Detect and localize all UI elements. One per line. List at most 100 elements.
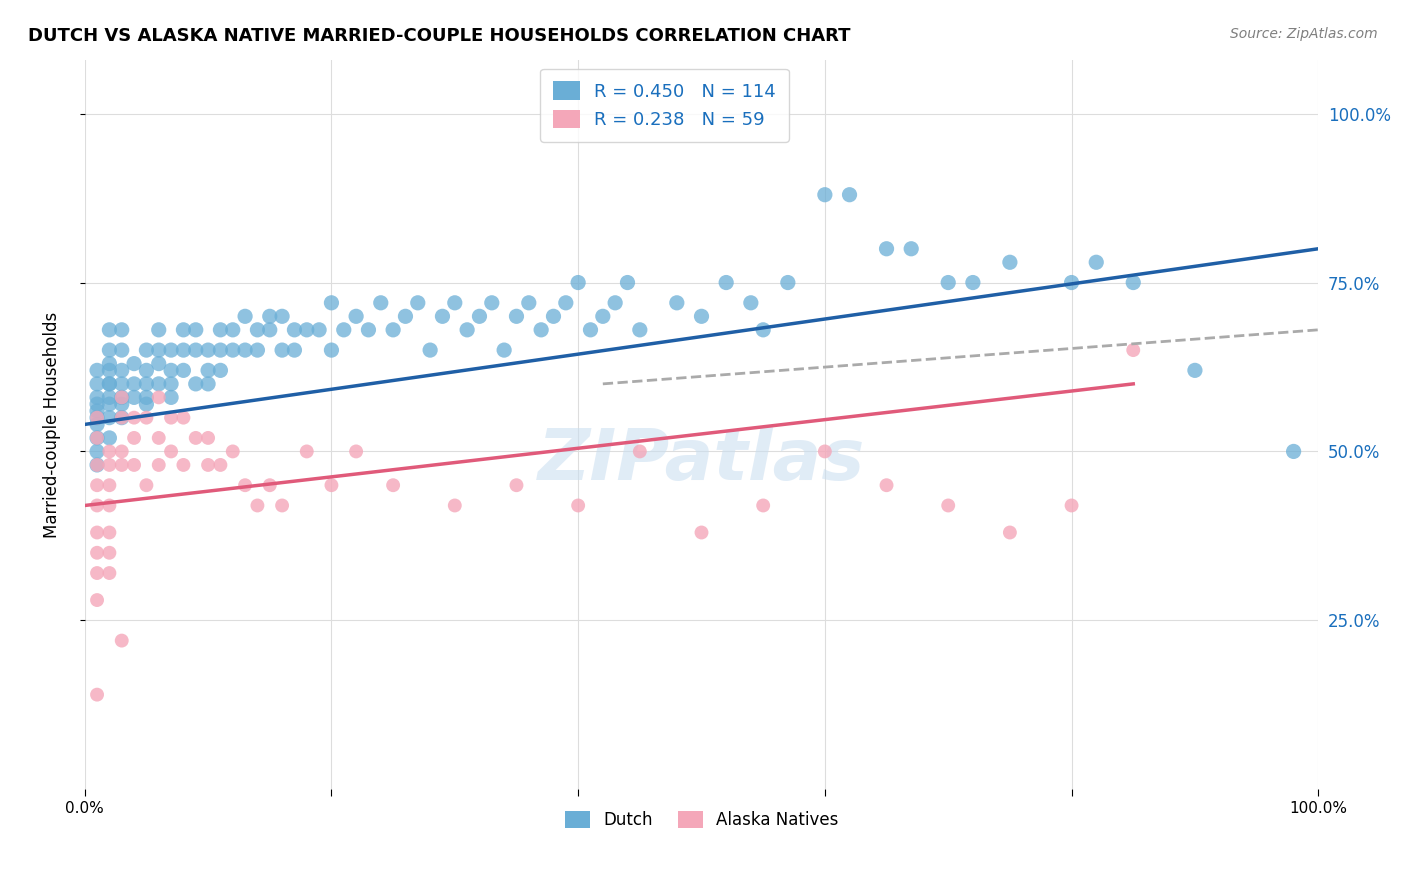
Point — [98, 357, 121, 371]
Point — [505, 310, 527, 324]
Point — [962, 276, 984, 290]
Point — [814, 187, 837, 202]
Point — [222, 323, 245, 337]
Point — [135, 397, 157, 411]
Point — [1282, 444, 1305, 458]
Point — [714, 276, 737, 290]
Point — [98, 343, 121, 357]
Point — [86, 431, 108, 445]
Point — [86, 404, 108, 418]
Point — [111, 363, 134, 377]
Point — [246, 343, 269, 357]
Point — [321, 478, 343, 492]
Point — [271, 310, 294, 324]
Point — [814, 444, 837, 458]
Point — [628, 323, 651, 337]
Point — [752, 499, 775, 513]
Point — [148, 323, 170, 337]
Point — [86, 431, 108, 445]
Point — [333, 323, 356, 337]
Point — [517, 295, 540, 310]
Point — [321, 295, 343, 310]
Point — [876, 478, 898, 492]
Point — [86, 458, 108, 472]
Point — [135, 391, 157, 405]
Point — [344, 310, 367, 324]
Point — [111, 391, 134, 405]
Point — [98, 499, 121, 513]
Point — [172, 363, 194, 377]
Point — [160, 376, 183, 391]
Point — [111, 633, 134, 648]
Point — [111, 391, 134, 405]
Point — [233, 310, 256, 324]
Point — [98, 376, 121, 391]
Point — [148, 431, 170, 445]
Point — [111, 444, 134, 458]
Point — [382, 323, 405, 337]
Point — [98, 391, 121, 405]
Point — [86, 391, 108, 405]
Point — [98, 397, 121, 411]
Point — [86, 363, 108, 377]
Point — [567, 276, 589, 290]
Text: ZIPatlas: ZIPatlas — [538, 426, 865, 495]
Point — [86, 593, 108, 607]
Point — [543, 310, 565, 324]
Point — [160, 444, 183, 458]
Point — [160, 363, 183, 377]
Point — [605, 295, 627, 310]
Point — [246, 499, 269, 513]
Point — [998, 525, 1021, 540]
Point — [382, 478, 405, 492]
Point — [936, 499, 959, 513]
Point — [998, 255, 1021, 269]
Point — [321, 343, 343, 357]
Point — [209, 323, 232, 337]
Point — [838, 187, 860, 202]
Point — [160, 343, 183, 357]
Point — [86, 397, 108, 411]
Point — [295, 444, 318, 458]
Point — [86, 410, 108, 425]
Point — [222, 444, 245, 458]
Point — [160, 410, 183, 425]
Point — [86, 688, 108, 702]
Point — [122, 410, 145, 425]
Point — [357, 323, 380, 337]
Point — [665, 295, 688, 310]
Point — [135, 343, 157, 357]
Point — [184, 343, 207, 357]
Point — [233, 478, 256, 492]
Point — [1085, 255, 1108, 269]
Point — [184, 376, 207, 391]
Point — [406, 295, 429, 310]
Point — [148, 376, 170, 391]
Point — [148, 391, 170, 405]
Point — [592, 310, 614, 324]
Point — [160, 391, 183, 405]
Point — [259, 323, 281, 337]
Point — [432, 310, 454, 324]
Point — [530, 323, 553, 337]
Point — [98, 363, 121, 377]
Point — [283, 343, 305, 357]
Point — [86, 478, 108, 492]
Legend: Dutch, Alaska Natives: Dutch, Alaska Natives — [558, 804, 845, 836]
Point — [122, 391, 145, 405]
Point — [172, 410, 194, 425]
Point — [135, 376, 157, 391]
Point — [122, 431, 145, 445]
Point — [222, 343, 245, 357]
Point — [148, 357, 170, 371]
Point — [86, 499, 108, 513]
Point — [86, 458, 108, 472]
Point — [259, 310, 281, 324]
Point — [184, 323, 207, 337]
Point — [98, 431, 121, 445]
Point — [1122, 276, 1144, 290]
Point — [197, 343, 219, 357]
Point — [98, 323, 121, 337]
Point — [135, 410, 157, 425]
Point — [690, 525, 713, 540]
